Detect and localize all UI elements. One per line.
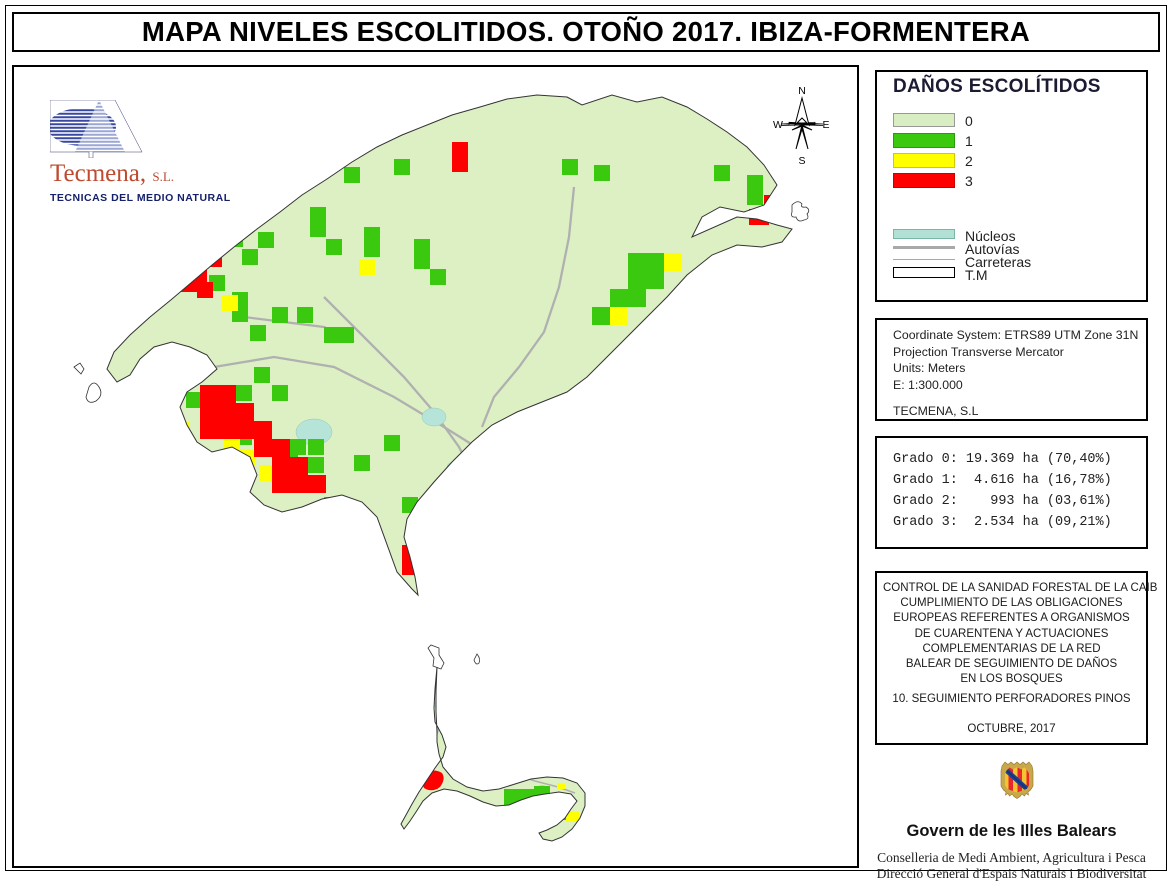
- svg-text:W: W: [773, 119, 783, 131]
- svg-text:S: S: [798, 155, 805, 165]
- svg-text:N: N: [798, 85, 806, 97]
- svg-text:E: E: [822, 119, 829, 131]
